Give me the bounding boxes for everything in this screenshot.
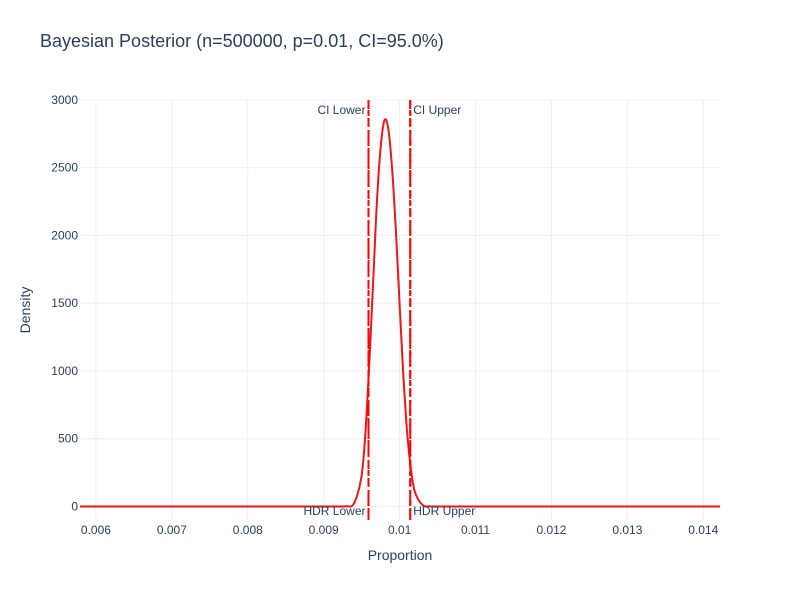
x-tick-label: 0.012 <box>536 523 566 537</box>
x-tick-label: 0.007 <box>157 523 187 537</box>
x-tick-label: 0.006 <box>81 523 111 537</box>
y-axis-ticks: 0 500 1000 1500 2000 2500 3000 <box>51 93 78 513</box>
y-tick-label: 2000 <box>51 228 78 242</box>
series <box>79 118 721 508</box>
ci-upper-label: CI Upper <box>413 103 461 117</box>
annotations: CI Lower CI Upper HDR Lower HDR Upper <box>303 103 475 518</box>
y-tick-label: 2500 <box>51 161 78 175</box>
x-tick-label: 0.014 <box>688 523 718 537</box>
hdr-upper-label: HDR Upper <box>413 504 475 518</box>
y-tick-label: 0 <box>71 499 78 513</box>
density-line <box>79 118 721 508</box>
x-tick-label: 0.008 <box>233 523 263 537</box>
x-tick-label: 0.011 <box>461 523 490 537</box>
x-axis-ticks: 0.006 0.007 0.008 0.009 0.01 0.011 0.012 0.013 0… <box>81 523 719 537</box>
x-tick-label: 0.013 <box>612 523 642 537</box>
y-tick-label: 500 <box>58 432 78 446</box>
x-axis-title: Proportion <box>368 547 433 563</box>
x-tick-label: 0.009 <box>309 523 339 537</box>
y-tick-label: 1500 <box>51 296 78 310</box>
y-axis-title: Density <box>17 287 33 334</box>
chart-title: Bayesian Posterior (n=500000, p=0.01, CI… <box>40 31 444 51</box>
vertical-lines <box>367 100 412 520</box>
ci-lower-label: CI Lower <box>317 103 365 117</box>
y-tick-label: 3000 <box>51 93 78 107</box>
x-tick-label: 0.01 <box>388 523 412 537</box>
hdr-lower-label: HDR Lower <box>303 504 365 518</box>
y-tick-label: 1000 <box>51 364 78 378</box>
